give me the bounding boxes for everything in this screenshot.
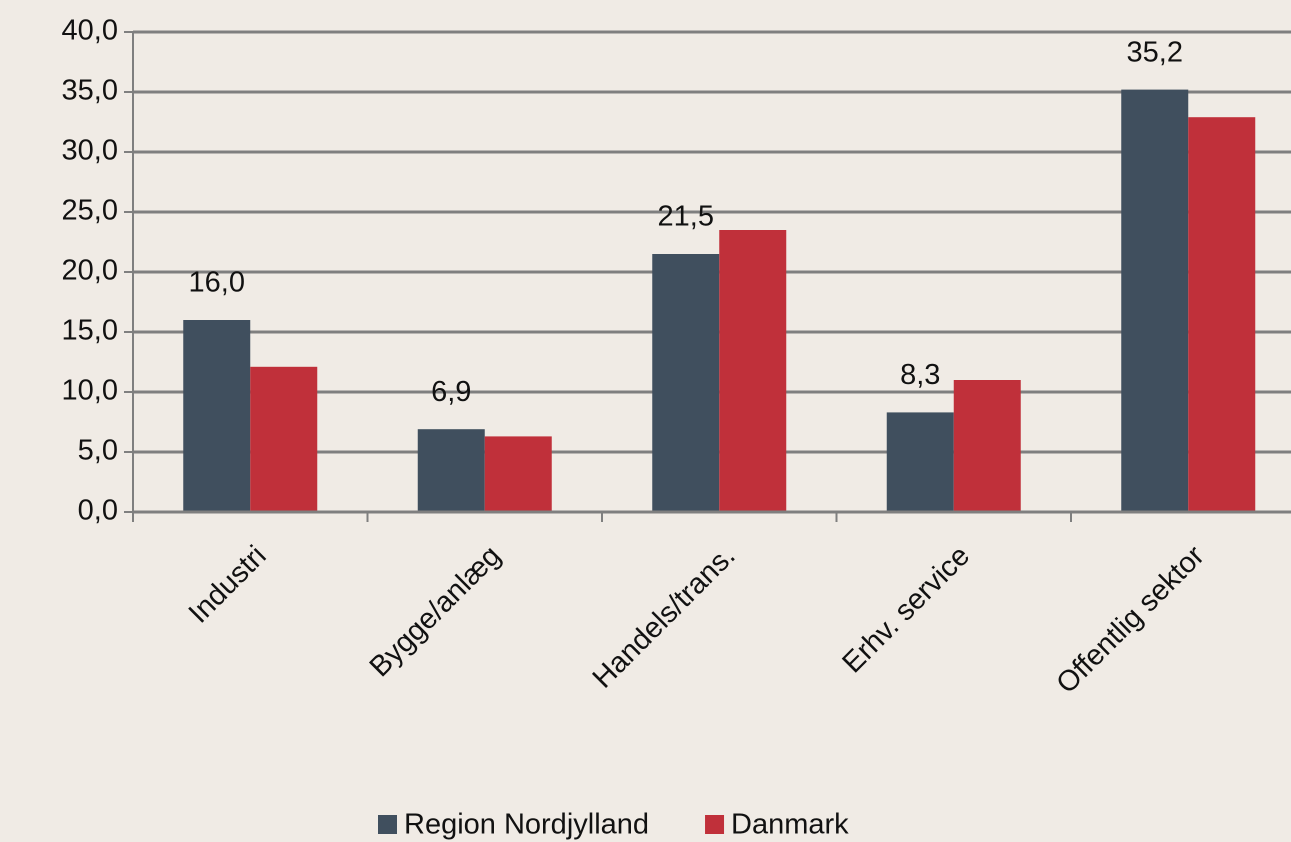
- legend-label: Region Nordjylland: [404, 809, 649, 841]
- bar: [484, 436, 552, 512]
- y-tick-label: 40,0: [62, 15, 118, 47]
- bar: [183, 320, 251, 512]
- data-label: 21,5: [658, 201, 714, 233]
- y-tick-label: 25,0: [62, 195, 118, 227]
- y-tick-label: 20,0: [62, 255, 118, 287]
- bar: [250, 366, 318, 512]
- bar: [652, 254, 720, 512]
- y-tick-label: 30,0: [62, 135, 118, 167]
- legend-swatch: [378, 815, 397, 834]
- y-tick-label: 0,0: [78, 495, 118, 527]
- y-tick-label: 5,0: [78, 435, 118, 467]
- y-tick-label: 10,0: [62, 375, 118, 407]
- y-tick-label: 15,0: [62, 315, 118, 347]
- data-label: 6,9: [431, 376, 471, 408]
- legend-label: Danmark: [731, 809, 849, 841]
- y-tick-label: 35,0: [62, 75, 118, 107]
- bar: [953, 380, 1021, 512]
- bar: [1188, 117, 1256, 512]
- bar: [1121, 89, 1189, 512]
- data-label: 35,2: [1127, 36, 1183, 68]
- legend-swatch: [705, 815, 725, 834]
- bar: [886, 412, 954, 512]
- bar: [719, 230, 787, 512]
- data-label: 16,0: [189, 267, 245, 299]
- bar: [417, 429, 485, 512]
- data-label: 8,3: [900, 359, 940, 391]
